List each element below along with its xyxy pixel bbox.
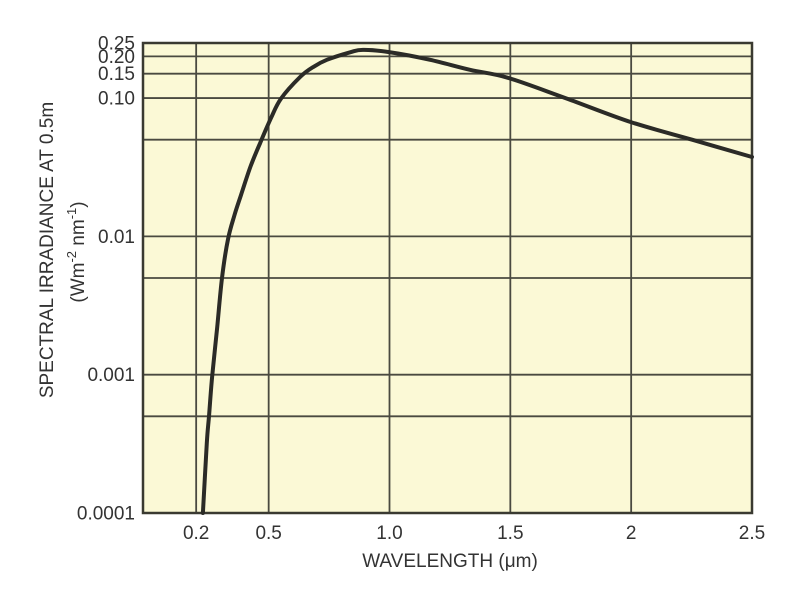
x-tick-label: 2.5 [739,523,765,544]
y-axis-title: SPECTRAL IRRADIANCE AT 0.5m [37,102,58,398]
y-tick-label: 0.15 [98,64,135,85]
y-tick-label: 0.10 [98,89,135,110]
x-axis-title: WAVELENGTH (μm) [362,551,538,572]
x-axis-tick-labels: 0.2 0.5 1.0 1.5 2 2.5 [183,523,765,544]
x-tick-label: 0.5 [255,523,281,544]
y-gridlines [143,55,752,418]
plot-frame [141,41,754,515]
y-axis-tick-labels: 0.250.200.15 0.10 0.01 0.001 0.0001 [77,34,135,525]
irradiance-curve [200,47,754,515]
y-tick-label: 0.25 [98,34,135,55]
y-tick-label: 0.001 [87,365,135,386]
x-tick-label: 1.5 [497,523,523,544]
y-tick-label: 0.0001 [77,504,135,525]
y-tick-label: 0.01 [98,227,135,248]
y-tick-label: 0.20 [98,47,135,68]
y-axis-units: (Wm-2 nm-1) [64,201,89,302]
x-tick-label: 0.2 [183,523,209,544]
x-tick-label: 2 [626,523,637,544]
x-tick-label: 1.0 [376,523,402,544]
